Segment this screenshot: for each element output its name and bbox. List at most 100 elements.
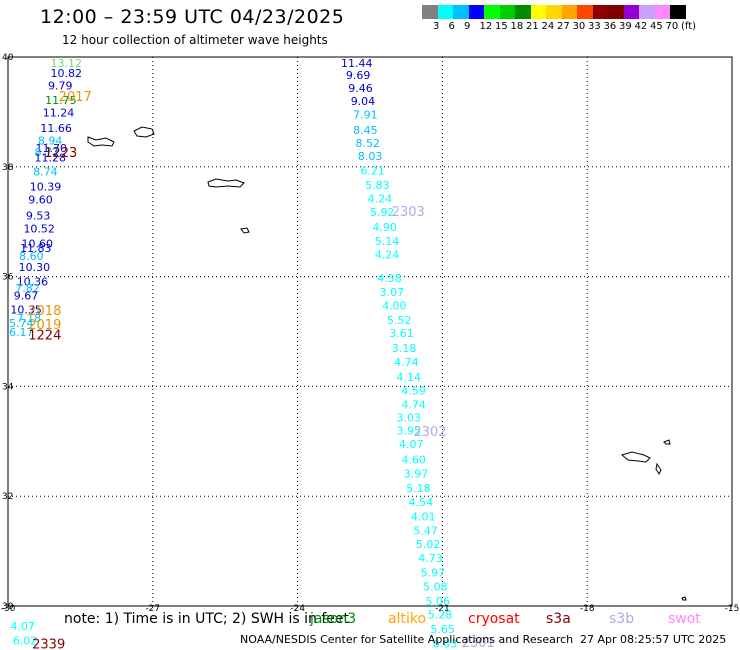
colorbar-swatch (608, 5, 624, 19)
colorbar-label: 21 (526, 21, 539, 32)
wave-height-labels: 13.1210.829.7911.7511.2411.668.9411.708.… (9, 57, 457, 650)
wave-height-label: 5.52 (387, 314, 412, 327)
wave-height-label: 3.97 (404, 468, 429, 481)
island-azores-pico (87, 136, 115, 147)
wave-height-label: 3.95 (397, 425, 422, 438)
y-tick-label: 34 (2, 382, 14, 392)
wave-height-label: 4.00 (382, 300, 407, 313)
wave-height-label: 10.30 (19, 261, 51, 274)
wave-height-label: 5.08 (423, 581, 448, 594)
wave-height-label: 5.14 (375, 235, 400, 248)
wave-height-label: 4.73 (418, 552, 443, 565)
map-frame (7, 56, 733, 607)
wave-height-label: 4.24 (375, 248, 400, 261)
pass-time-labels: 2017122323032018201912242302233923012300 (28, 90, 495, 650)
pass-time-label: 2017 (59, 90, 92, 105)
pass-time-label: 2301 (462, 636, 495, 650)
wave-height-label: 8.94 (38, 134, 63, 147)
colorbar-swatch (654, 5, 670, 19)
wave-height-label: 5.97 (421, 566, 446, 579)
colorbar-label: 42 (634, 21, 648, 32)
wave-height-label: 3.07 (380, 286, 405, 299)
pass-time-label: 2302 (413, 425, 446, 440)
y-tick-label: 40 (2, 53, 14, 63)
y-tick-label: 38 (2, 163, 14, 173)
wave-height-label: 4.58 (377, 272, 402, 285)
wave-height-label: 4.07 (10, 620, 35, 633)
wave-height-label: 9.67 (14, 290, 39, 303)
wave-height-label: 5.65 (430, 623, 455, 636)
colorbar-label: (ft) (681, 21, 697, 32)
island-porto-santo (663, 439, 671, 445)
wave-height-label: 9.46 (348, 82, 373, 95)
colorbar-swatch (422, 5, 438, 19)
wave-height-label: 3.03 (397, 412, 422, 425)
colorbar-swatch (453, 5, 469, 19)
colorbar-label: 36 (603, 21, 617, 32)
wave-height-label: 4.14 (397, 371, 422, 384)
wave-height-label: 8.52 (356, 137, 381, 150)
wave-height-label: 7.82 (15, 282, 39, 295)
colorbar-swatch (670, 5, 686, 19)
wave-height-label: 11.66 (40, 122, 72, 135)
colorbar-label: 30 (572, 21, 586, 32)
wave-height-label: 7.18 (17, 312, 42, 325)
wave-height-label: 9.69 (346, 69, 371, 82)
colorbar-label: 27 (557, 21, 570, 32)
island-desertas (655, 462, 662, 476)
wave-height-label: 5.28 (428, 609, 453, 622)
colorbar-labels: 3 6 9 12 15 18 21 24 27 30 33 36 39 42 45 70 (ft) (422, 21, 740, 33)
colorbar-label: 6 (448, 21, 455, 32)
island-selvagens (681, 596, 687, 601)
x-tick-label: -27 (145, 604, 160, 614)
colorbar-swatch (530, 5, 546, 19)
note-text: note: 1) Time is in UTC; 2) SWH is in fe… (64, 611, 350, 627)
footer-credit: NOAA/NESDIS Center for Satellite Applica… (240, 633, 574, 646)
wave-height-label: 11.44 (341, 57, 373, 70)
colorbar-swatch (499, 5, 515, 19)
wave-height-label: 4.01 (411, 510, 436, 523)
wave-height-label: 6.17 (9, 326, 34, 339)
colorbar (422, 5, 686, 19)
colorbar-label: 3 (433, 21, 440, 32)
wave-height-label: 4.74 (401, 398, 426, 411)
colorbar-swatch (639, 5, 655, 19)
wave-height-label: 11.24 (43, 106, 75, 119)
colorbar-label: 12 (479, 21, 493, 32)
wave-height-label: 5.74 (9, 317, 34, 330)
x-tick-label: -21 (435, 604, 450, 614)
wave-height-label: 9.04 (351, 95, 376, 108)
y-tick-label: 30 (2, 602, 14, 612)
colorbar-label: 70 (665, 21, 679, 32)
wave-height-label: 3.61 (389, 327, 414, 340)
colorbar-swatch (577, 5, 593, 19)
pass-time-label: 2018 (28, 304, 61, 319)
wave-height-label: 5.83 (365, 179, 390, 192)
wave-height-label: 6.02 (13, 634, 38, 647)
wave-height-label: 10.39 (30, 180, 62, 193)
wave-height-label: 3.18 (392, 342, 417, 355)
colorbar-swatch (515, 5, 531, 19)
colorbar-label: 15 (495, 21, 508, 32)
footer-timestamp: 27 Apr 08:25:57 UTC 2025 (580, 633, 727, 646)
wave-height-label: 11.75 (45, 94, 76, 107)
colorbar-label: 45 (650, 21, 663, 32)
wave-height-label: 4.74 (394, 356, 419, 369)
wave-height-label: 5.18 (406, 482, 431, 495)
wave-height-label: 8.74 (33, 166, 58, 179)
page-title: 12:00 – 23:59 UTC 04/23/2025 (40, 6, 345, 28)
mission-jason3: jason3 (310, 611, 357, 627)
pass-time-label: 2339 (32, 637, 65, 650)
colorbar-label: 9 (464, 21, 471, 32)
pass-time-label: 2019 (28, 318, 61, 333)
colorbar-swatch (437, 5, 453, 19)
island-madeira (620, 451, 651, 463)
wave-height-label: 10.52 (23, 223, 55, 236)
island-azores-faial (133, 126, 155, 138)
colorbar-swatch (592, 5, 608, 19)
x-tick-label: -18 (580, 604, 595, 614)
mission-altiko: altiko (388, 611, 427, 627)
pass-time-label: 1224 (28, 329, 61, 344)
wave-height-label: 13.12 (50, 57, 82, 70)
